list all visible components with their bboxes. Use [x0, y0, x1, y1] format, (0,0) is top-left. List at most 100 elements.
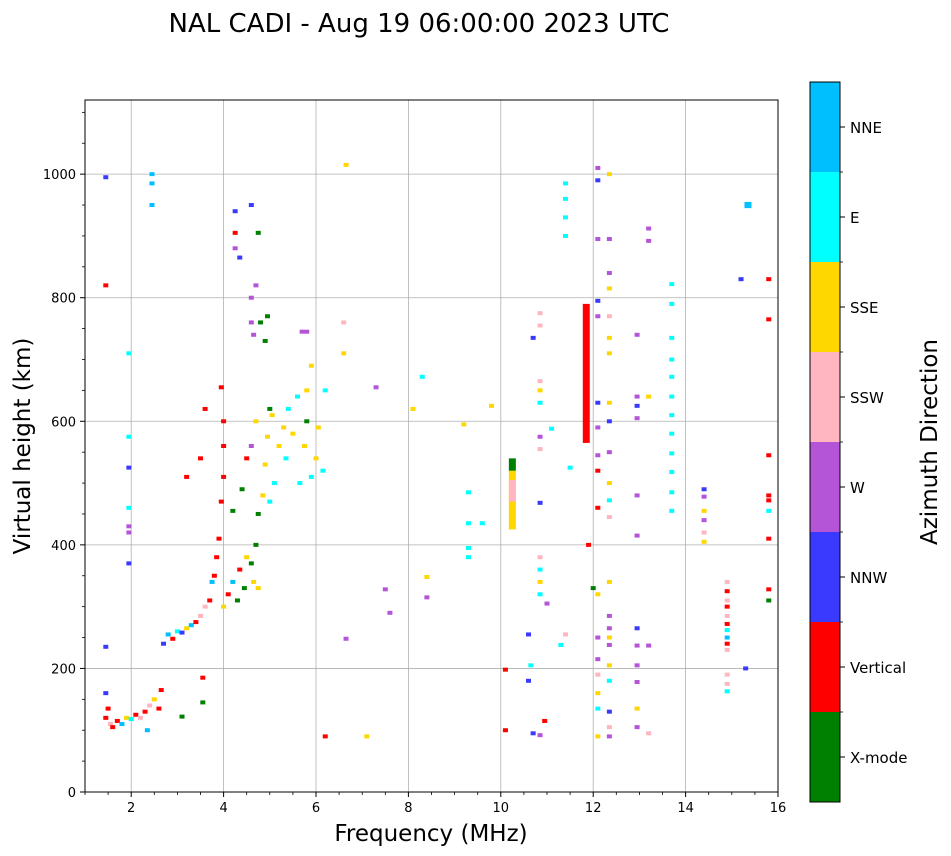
echo-point-173: [595, 706, 601, 711]
echo-point-161: [595, 237, 601, 242]
echo-point-94: [251, 332, 257, 337]
x-tick-label-5: 12: [585, 801, 602, 816]
echo-point-138: [537, 555, 543, 560]
echo-point-189: [606, 515, 612, 520]
echo-point-157: [562, 181, 568, 186]
colorbar-label-vertical: Vertical: [850, 659, 906, 677]
echo-point-55: [255, 586, 261, 591]
echo-point-129: [502, 667, 508, 672]
colorbar-segment-e: [810, 172, 840, 262]
echo-point-54: [253, 542, 259, 547]
echo-point-27: [149, 172, 155, 177]
echo-point-207: [634, 643, 640, 648]
echo-point-200: [634, 332, 640, 337]
echo-point-111: [373, 385, 379, 390]
x-tick-label-6: 14: [677, 801, 694, 816]
echo-point-228: [669, 508, 675, 513]
echo-point-231: [701, 508, 707, 513]
echo-point-192: [606, 626, 612, 631]
echo-point-261: [200, 675, 206, 680]
echo-point-127: [364, 734, 370, 739]
echo-point-152: [562, 632, 568, 637]
echo-point-92: [267, 406, 273, 411]
echo-point-14: [156, 706, 162, 711]
echo-point-175: [595, 592, 601, 597]
echo-point-119: [465, 545, 471, 550]
echo-point-32: [170, 636, 176, 641]
echo-point-40: [207, 598, 213, 603]
echo-point-98: [264, 314, 270, 319]
echo-point-16: [144, 728, 150, 733]
echo-point-63: [184, 474, 190, 479]
x-axis-label: Frequency (MHz): [334, 821, 527, 847]
echo-point-82: [297, 481, 303, 486]
echo-point-122: [424, 595, 430, 600]
echo-point-65: [239, 487, 245, 492]
colorbar-label-sse: SSE: [850, 299, 879, 317]
echo-point-256: [766, 536, 772, 541]
echo-point-43: [214, 555, 220, 560]
echo-bar-3: [582, 303, 590, 443]
echo-point-201: [634, 394, 640, 399]
echo-point-258: [766, 598, 772, 603]
echo-point-102: [232, 230, 238, 235]
echo-point-130: [526, 678, 532, 683]
echo-point-225: [669, 451, 675, 456]
echo-point-83: [301, 444, 307, 448]
echo-point-45: [221, 604, 227, 609]
echo-point-113: [410, 406, 416, 411]
echo-point-193: [606, 635, 612, 640]
echo-point-48: [234, 598, 240, 603]
echo-point-57: [221, 474, 227, 479]
echo-point-163: [595, 314, 601, 319]
echo-point-73: [267, 499, 273, 504]
echo-point-182: [606, 335, 612, 340]
echo-point-30: [161, 641, 167, 646]
colorbar-segment-vertical: [810, 622, 840, 712]
echo-point-144: [537, 379, 543, 384]
echo-point-59: [221, 419, 227, 424]
echo-point-115: [461, 422, 467, 427]
echo-point-69: [255, 511, 261, 516]
echo-point-128: [502, 728, 508, 733]
echo-point-41: [209, 579, 215, 584]
echo-point-238: [724, 604, 730, 609]
echo-point-159: [595, 165, 601, 170]
echo-point-50: [241, 586, 247, 591]
echo-point-7: [124, 715, 130, 720]
echo-point-125: [343, 636, 349, 641]
echo-point-150: [530, 731, 536, 736]
echo-point-218: [669, 301, 675, 306]
echo-point-232: [701, 518, 707, 523]
echo-point-35: [184, 626, 190, 631]
echo-point-124: [382, 587, 388, 592]
echo-point-28: [149, 181, 155, 186]
echo-point-1: [105, 706, 111, 711]
echo-point-166: [595, 453, 601, 458]
chart-title: NAL CADI - Aug 19 06:00:00 2023 UTC: [169, 9, 670, 39]
echo-point-156: [562, 196, 568, 201]
echo-point-18: [103, 175, 109, 180]
echo-point-95: [253, 283, 259, 288]
echo-point-165: [595, 425, 601, 430]
y-tick-label-5: 1000: [43, 168, 76, 183]
echo-point-78: [283, 456, 289, 461]
x-tick-label-7: 16: [770, 801, 787, 816]
echo-point-72: [264, 434, 270, 439]
echo-point-118: [479, 521, 485, 526]
echo-point-23: [126, 505, 132, 510]
echo-point-229: [701, 487, 707, 492]
echo-point-194: [606, 642, 612, 647]
echo-point-99: [248, 295, 254, 300]
echo-point-77: [281, 425, 287, 430]
echo-point-67: [248, 444, 254, 448]
echo-point-90: [304, 388, 310, 393]
echo-point-39: [202, 604, 208, 609]
y-axis-ticks: 0 200 400 600 800 1000: [43, 111, 85, 801]
echo-point-117: [465, 521, 471, 526]
echo-point-234: [701, 539, 707, 544]
echo-point-31: [165, 632, 171, 637]
echo-point-26: [126, 561, 132, 566]
echo-point-186: [606, 450, 612, 455]
